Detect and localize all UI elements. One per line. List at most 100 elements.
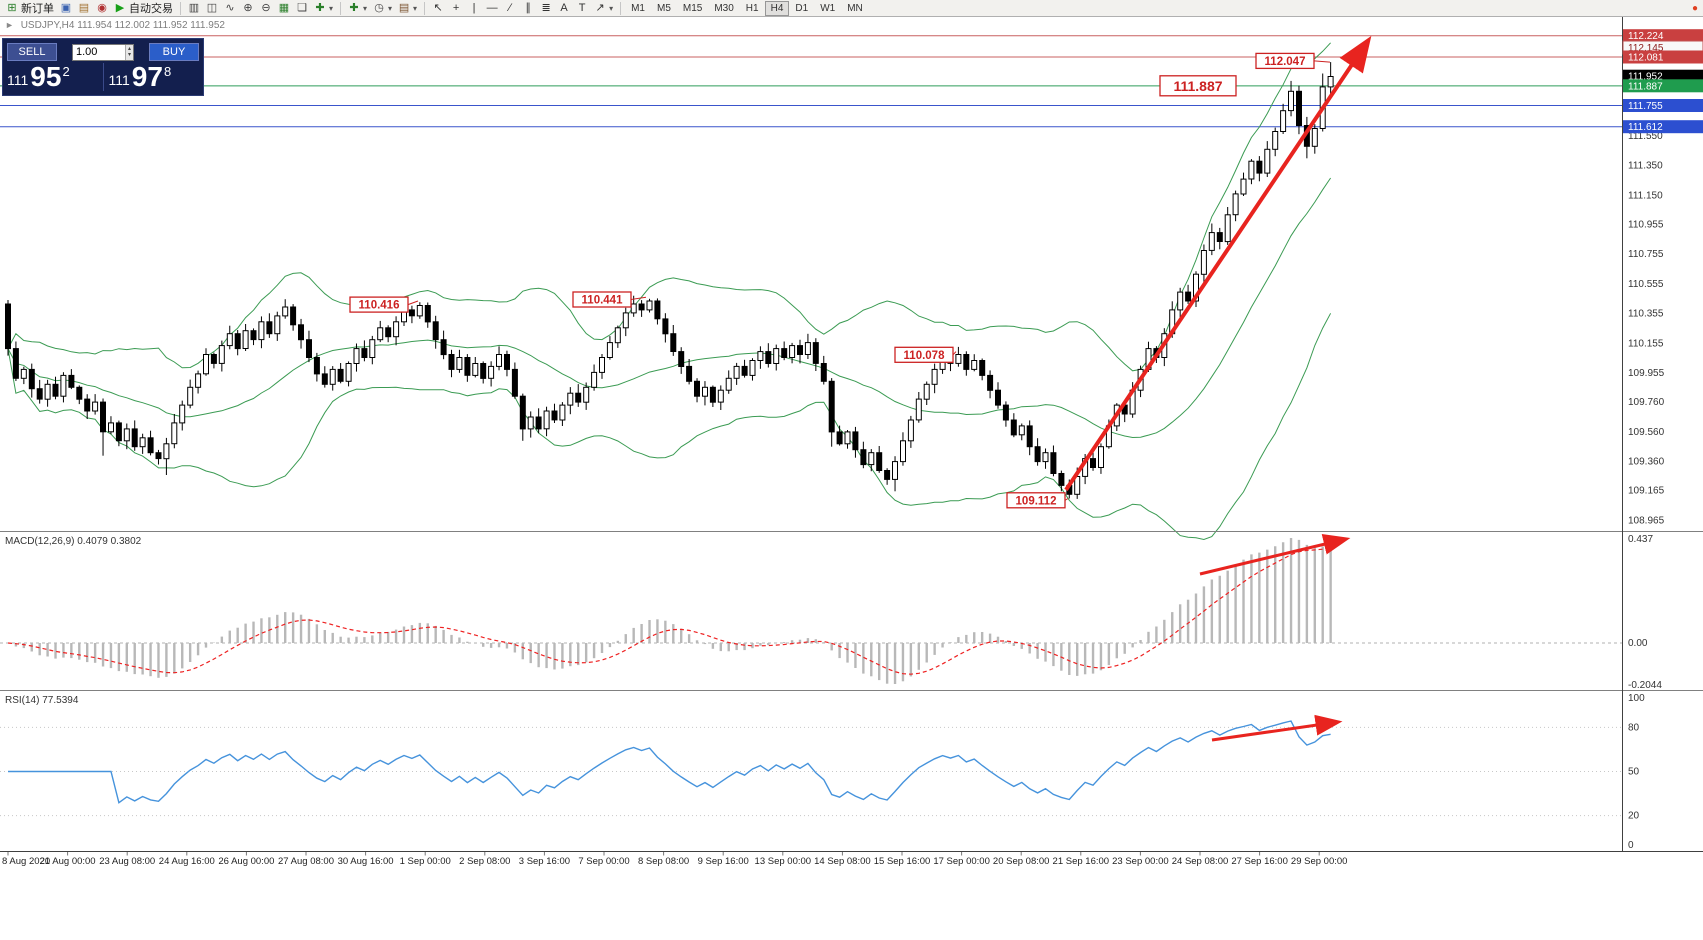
arrows-tool-button[interactable]: ↗ ▾ <box>591 1 616 16</box>
cascade-windows-button[interactable]: ❏ <box>293 1 311 16</box>
text-tool-button[interactable]: A <box>555 1 573 16</box>
candle <box>1002 404 1009 421</box>
candle <box>108 422 114 433</box>
vertical-line-tool-button[interactable]: | <box>465 1 483 16</box>
chart-symbol-line: ► USDJPY,H4 111.954 112.002 111.952 111.… <box>5 20 225 31</box>
new-order-icon: ⊞ <box>7 1 17 14</box>
candle <box>797 345 803 356</box>
candle <box>907 419 914 442</box>
volume-input[interactable] <box>72 44 125 60</box>
ask-price[interactable]: 111 97 8 <box>109 63 200 91</box>
new-chart-dropdown-icon[interactable]: ▾ <box>329 3 334 13</box>
time-label: 30 Aug 16:00 <box>338 856 394 867</box>
new-chart-icon: ✚ <box>315 1 325 14</box>
volume-up-icon[interactable]: ▴ <box>127 46 131 52</box>
bid-sup: 2 <box>62 64 70 79</box>
time-label: 23 Sep 00:00 <box>1112 856 1169 867</box>
periods-list-dropdown-icon[interactable]: ▾ <box>388 3 393 13</box>
rsi-trend-arrow[interactable] <box>1211 714 1343 742</box>
candle <box>68 374 75 388</box>
fibonacci-tool-button[interactable]: ≣ <box>537 1 555 16</box>
time-label: 9 Sep 16:00 <box>698 856 749 867</box>
price-annotation-label: 112.047 <box>1265 56 1306 68</box>
candle <box>432 321 439 341</box>
price-annotation-box[interactable] <box>894 346 954 363</box>
candle <box>923 383 930 400</box>
candle <box>599 357 605 373</box>
candle <box>321 373 328 385</box>
price-annotation-box[interactable] <box>1159 75 1237 97</box>
timeframe-m5-button[interactable]: M5 <box>656 2 671 14</box>
candle <box>1327 76 1334 88</box>
candle <box>123 428 130 442</box>
bar-chart-mode-button[interactable]: ▥ <box>185 1 203 16</box>
timeframe-m30-button[interactable]: M30 <box>714 2 734 14</box>
buy-button[interactable]: BUY <box>148 43 199 61</box>
macd-trend-arrow[interactable] <box>1199 534 1351 576</box>
new-chart-button[interactable]: ✚ ▾ <box>311 1 336 16</box>
timeframe-m15-button[interactable]: M15 <box>682 2 703 14</box>
timeframe-w1-button[interactable]: W1 <box>820 2 836 14</box>
candle <box>139 437 146 448</box>
candle <box>1280 110 1287 132</box>
timeframe-d1-button[interactable]: D1 <box>795 2 809 14</box>
templates-dropdown-icon[interactable]: ▾ <box>413 3 418 13</box>
main-trend-arrow[interactable] <box>1064 35 1372 492</box>
channel-tool-button[interactable]: ∥ <box>519 1 537 16</box>
candle <box>1216 232 1223 243</box>
candle <box>28 368 35 390</box>
profiles-button[interactable]: ▤ <box>75 1 93 16</box>
indicators-list-dropdown-icon[interactable]: ▾ <box>363 3 368 13</box>
timeframe-h1-button[interactable]: H1 <box>745 2 759 14</box>
toolbar-separator <box>620 1 622 15</box>
candle <box>1193 273 1199 302</box>
arrows-tool-dropdown-icon[interactable]: ▾ <box>609 3 614 13</box>
templates-button[interactable]: ▤ ▾ <box>395 1 420 16</box>
chart-window-button[interactable]: ▣ <box>57 1 75 16</box>
price-annotation-box[interactable] <box>1006 492 1066 509</box>
timeframe-h4-button[interactable]: H4 <box>764 0 790 16</box>
timeframe-mn-button[interactable]: MN <box>847 2 863 14</box>
candle <box>670 333 677 353</box>
one-click-collapse-icon[interactable]: ► <box>5 20 14 30</box>
connection-status-icon[interactable]: ● <box>1691 2 1698 14</box>
zoom-in-button[interactable]: ⊕ <box>239 1 257 16</box>
time-label: 24 Aug 16:00 <box>159 856 215 867</box>
periods-list-button[interactable]: ◷ ▾ <box>370 1 395 16</box>
sell-button[interactable]: SELL <box>7 43 57 61</box>
zoom-out-button[interactable]: ⊖ <box>257 1 275 16</box>
toolbar-separator <box>340 1 342 15</box>
indicators-list-button[interactable]: ✚ ▾ <box>345 1 370 16</box>
candle <box>606 342 613 359</box>
price-annotation-box[interactable] <box>572 291 632 308</box>
label-tool-button[interactable]: T <box>573 1 591 16</box>
price-annotation-label: 111.887 <box>1173 78 1222 94</box>
horizontal-line-tool-button[interactable]: — <box>483 1 501 16</box>
symbol-label: USDJPY,H4 <box>20 20 75 31</box>
price-annotation-box[interactable] <box>1255 52 1315 70</box>
auto-trading-button[interactable]: ▶ 自动交易 <box>111 1 176 16</box>
timeframe-m1-button[interactable]: M1 <box>631 2 645 14</box>
candle <box>52 383 59 397</box>
candlestick-mode-button[interactable]: ◫ <box>203 1 221 16</box>
price-annotation-box[interactable] <box>349 296 409 313</box>
trendline-tool-button[interactable]: ∕ <box>501 1 519 16</box>
candle <box>377 327 384 341</box>
cursor-tool-button[interactable]: ↖ <box>429 1 447 16</box>
candle <box>614 327 621 344</box>
auto-trading-label: 自动交易 <box>129 3 173 15</box>
line-chart-mode-button[interactable]: ∿ <box>221 1 239 16</box>
bid-price[interactable]: 111 95 2 <box>7 63 98 91</box>
volume-down-icon[interactable]: ▾ <box>127 52 131 58</box>
candle <box>266 321 273 335</box>
candle <box>931 368 938 385</box>
crosshair-tool-button[interactable]: + <box>447 1 465 16</box>
price-tick: 109.360 <box>1628 457 1665 468</box>
candle <box>242 330 249 350</box>
new-order-button[interactable]: ⊞ 新订单 <box>3 1 57 16</box>
tile-windows-button[interactable]: ▦ <box>275 1 293 16</box>
candle <box>290 306 297 326</box>
alerts-button[interactable]: ◉ <box>93 1 111 16</box>
price-annotation-label: 110.441 <box>582 295 624 307</box>
horizontal-line-tool-icon: — <box>486 1 498 14</box>
